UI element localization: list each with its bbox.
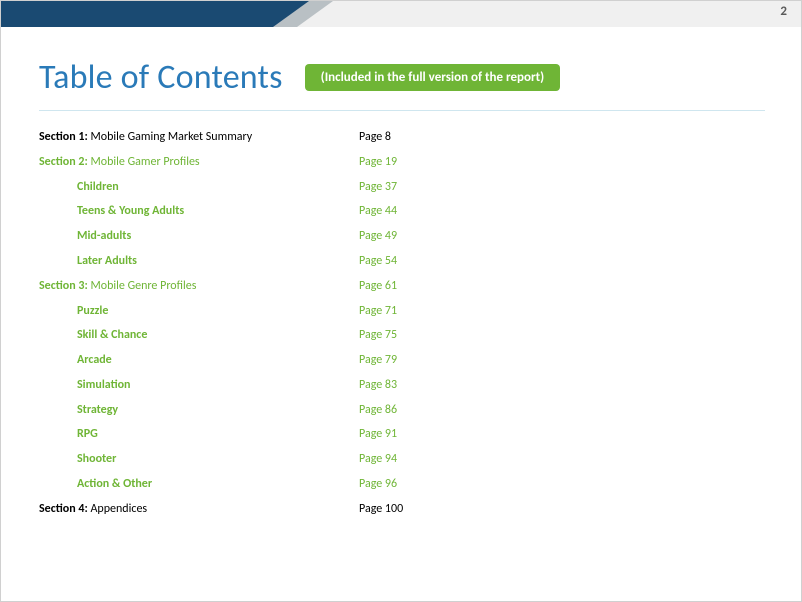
toc-item-title: Children xyxy=(77,180,119,194)
toc-label[interactable]: Skill & Chance xyxy=(39,328,359,342)
toc-label[interactable]: Strategy xyxy=(39,403,359,417)
toc-page-number[interactable]: Page 71 xyxy=(359,304,439,318)
page-title: Table of Contents xyxy=(39,57,283,98)
toc-section-title: Mobile Genre Profiles xyxy=(88,279,197,293)
toc-row: Simulation Page 83 xyxy=(39,373,765,398)
toc-label[interactable]: Action & Other xyxy=(39,477,359,491)
toc-label[interactable]: Mid-adults xyxy=(39,229,359,243)
toc-row: Children Page 37 xyxy=(39,175,765,200)
toc-label: Section 1: Mobile Gaming Market Summary xyxy=(39,130,359,144)
page-number: 2 xyxy=(780,4,787,19)
full-version-badge: (Included in the full version of the rep… xyxy=(305,64,561,91)
toc-page-number[interactable]: Page 61 xyxy=(359,279,439,293)
toc-label[interactable]: Puzzle xyxy=(39,304,359,318)
toc-row: Section 1: Mobile Gaming Market SummaryP… xyxy=(39,125,765,150)
toc-section-prefix: Section 4: xyxy=(39,502,88,516)
page-content: Table of Contents (Included in the full … xyxy=(39,57,765,521)
toc-item-title: Arcade xyxy=(77,353,112,367)
toc-page-number: Page 8 xyxy=(359,130,439,144)
horizontal-rule xyxy=(39,110,765,111)
toc-section-prefix: Section 3: xyxy=(39,279,88,293)
toc-label[interactable]: RPG xyxy=(39,427,359,441)
toc-row: Strategy Page 86 xyxy=(39,397,765,422)
table-of-contents: Section 1: Mobile Gaming Market SummaryP… xyxy=(39,125,765,521)
toc-page-number[interactable]: Page 19 xyxy=(359,155,439,169)
toc-label[interactable]: Section 2: Mobile Gamer Profiles xyxy=(39,155,359,169)
toc-row: Shooter Page 94 xyxy=(39,447,765,472)
toc-label[interactable]: Teens & Young Adults xyxy=(39,204,359,218)
toc-row: Action & Other Page 96 xyxy=(39,472,765,497)
toc-label[interactable]: Section 3: Mobile Genre Profiles xyxy=(39,279,359,293)
toc-page-number[interactable]: Page 79 xyxy=(359,353,439,367)
toc-row: Skill & Chance Page 75 xyxy=(39,323,765,348)
toc-row: Arcade Page 79 xyxy=(39,348,765,373)
toc-label[interactable]: Later Adults xyxy=(39,254,359,268)
header-bar xyxy=(1,1,801,27)
toc-page-number[interactable]: Page 86 xyxy=(359,403,439,417)
toc-label[interactable]: Arcade xyxy=(39,353,359,367)
toc-page-number[interactable]: Page 94 xyxy=(359,452,439,466)
title-row: Table of Contents (Included in the full … xyxy=(39,57,765,98)
toc-item-title: Simulation xyxy=(77,378,131,392)
toc-row: Teens & Young Adults Page 44 xyxy=(39,199,765,224)
toc-page-number[interactable]: Page 83 xyxy=(359,378,439,392)
toc-item-title: Shooter xyxy=(77,452,116,466)
toc-row: Section 2: Mobile Gamer ProfilesPage 19 xyxy=(39,150,765,175)
toc-row: Mid-adults Page 49 xyxy=(39,224,765,249)
toc-label[interactable]: Children xyxy=(39,180,359,194)
toc-row: Section 4: AppendicesPage 100 xyxy=(39,496,765,521)
toc-page-number[interactable]: Page 37 xyxy=(359,180,439,194)
toc-section-title: Appendices xyxy=(88,502,147,516)
toc-row: Section 3: Mobile Genre ProfilesPage 61 xyxy=(39,274,765,299)
toc-item-title: Mid-adults xyxy=(77,229,131,243)
toc-page-number[interactable]: Page 75 xyxy=(359,328,439,342)
toc-page-number[interactable]: Page 91 xyxy=(359,427,439,441)
toc-section-prefix: Section 2: xyxy=(39,155,88,169)
toc-row: Later Adults Page 54 xyxy=(39,249,765,274)
toc-page-number[interactable]: Page 54 xyxy=(359,254,439,268)
toc-section-title: Mobile Gaming Market Summary xyxy=(88,130,252,144)
toc-label[interactable]: Shooter xyxy=(39,452,359,466)
toc-item-title: Puzzle xyxy=(77,304,108,318)
toc-item-title: Later Adults xyxy=(77,254,137,268)
toc-section-prefix: Section 1: xyxy=(39,130,88,144)
toc-item-title: RPG xyxy=(77,427,98,441)
toc-page-number: Page 100 xyxy=(359,502,439,516)
toc-section-title: Mobile Gamer Profiles xyxy=(88,155,200,169)
toc-item-title: Action & Other xyxy=(77,477,152,491)
toc-label[interactable]: Simulation xyxy=(39,378,359,392)
toc-item-title: Skill & Chance xyxy=(77,328,147,342)
toc-label: Section 4: Appendices xyxy=(39,502,359,516)
toc-page-number[interactable]: Page 49 xyxy=(359,229,439,243)
toc-item-title: Teens & Young Adults xyxy=(77,204,184,218)
toc-page-number[interactable]: Page 96 xyxy=(359,477,439,491)
toc-row: RPG Page 91 xyxy=(39,422,765,447)
toc-item-title: Strategy xyxy=(77,403,118,417)
toc-page-number[interactable]: Page 44 xyxy=(359,204,439,218)
toc-row: Puzzle Page 71 xyxy=(39,298,765,323)
